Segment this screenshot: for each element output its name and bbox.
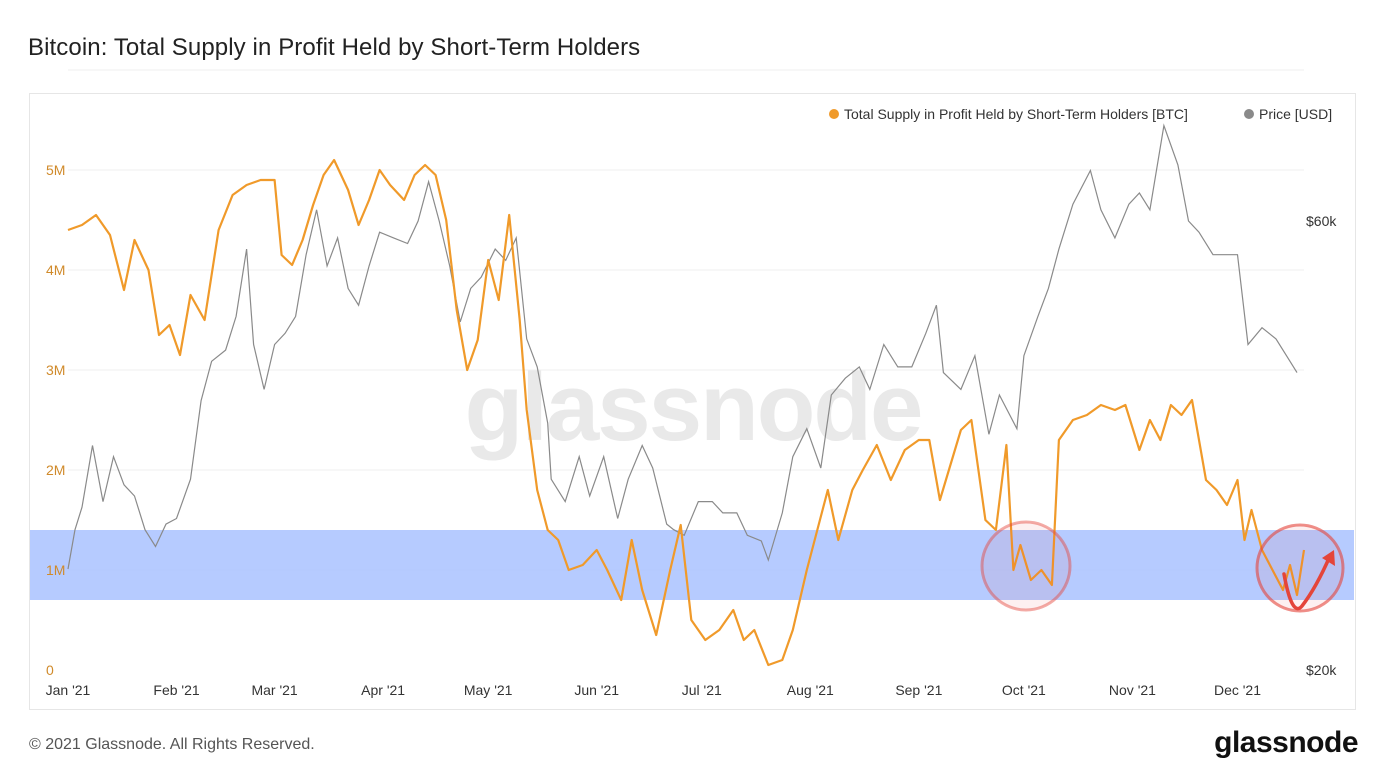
page-title: Bitcoin: Total Supply in Profit Held by … <box>28 34 641 61</box>
copyright: © 2021 Glassnode. All Rights Reserved. <box>29 736 315 753</box>
x-tick-label: Feb '21 <box>153 682 199 698</box>
chart-frame <box>29 93 1356 710</box>
x-tick-label: Aug '21 <box>787 682 834 698</box>
x-tick-label: Sep '21 <box>895 682 942 698</box>
x-tick-label: Apr '21 <box>361 682 405 698</box>
watermark: glassnode <box>465 354 922 461</box>
y-left-tick-label: 0 <box>46 662 54 678</box>
y-left-tick-label: 3M <box>46 362 65 378</box>
x-tick-label: Mar '21 <box>251 682 297 698</box>
y-left-tick-label: 1M <box>46 562 65 578</box>
x-tick-label: Jun '21 <box>574 682 619 698</box>
annotation-arrowhead <box>1322 550 1335 566</box>
grid-lines <box>68 69 1304 571</box>
legend-supply-marker <box>829 109 839 119</box>
y-right-tick-label: $20k <box>1306 662 1337 678</box>
legend-price-label: Price [USD] <box>1259 106 1332 122</box>
x-tick-label: May '21 <box>464 682 513 698</box>
y-right-tick-label: $60k <box>1306 213 1337 229</box>
annotation-arrow <box>1282 554 1332 611</box>
annotation-circle-dec <box>1255 523 1345 613</box>
glassnode-logo: glassnode <box>1214 726 1358 759</box>
supply-series-line <box>67 158 1306 667</box>
x-tick-label: Nov '21 <box>1109 682 1156 698</box>
highlight-band <box>30 530 1354 600</box>
x-tick-label: Jan '21 <box>46 682 91 698</box>
x-tick-label: Dec '21 <box>1214 682 1261 698</box>
annotation-circle-oct <box>980 520 1072 612</box>
y-left-tick-label: 4M <box>46 262 65 278</box>
price-series-line <box>67 123 1298 570</box>
legend: Total Supply in Profit Held by Short-Ter… <box>829 106 1332 122</box>
x-tick-label: Jul '21 <box>682 682 722 698</box>
y-left-tick-label: 5M <box>46 162 65 178</box>
x-tick-label: Oct '21 <box>1002 682 1046 698</box>
legend-price-marker <box>1244 109 1254 119</box>
y-left-tick-label: 2M <box>46 462 65 478</box>
legend-supply-label: Total Supply in Profit Held by Short-Ter… <box>844 106 1188 122</box>
